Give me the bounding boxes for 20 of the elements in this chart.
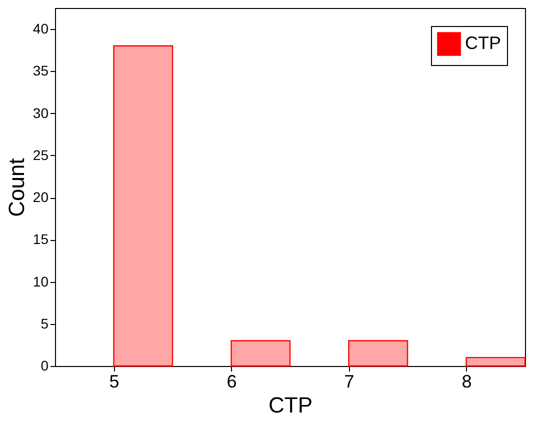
y-tick-label: 5 [40, 315, 49, 332]
y-tick-label: 20 [32, 189, 49, 206]
y-axis-title: Count [4, 158, 29, 217]
y-tick-label: 0 [40, 358, 49, 374]
y-tick-label: 10 [32, 273, 49, 290]
legend-label: CTP [465, 33, 501, 53]
y-tick-label: 15 [32, 231, 49, 248]
y-tick-label: 40 [32, 20, 49, 37]
bar [230, 340, 291, 367]
bar [466, 356, 526, 367]
x-tick-label: 7 [344, 372, 354, 392]
x-tick-label: 8 [462, 372, 472, 392]
bar [113, 45, 174, 367]
y-tick-label: 25 [32, 146, 49, 163]
y-tick-label: 30 [32, 104, 49, 121]
bar [348, 340, 408, 367]
x-tick-label: 6 [226, 372, 237, 392]
x-tick-label: 5 [109, 372, 120, 392]
y-tick-label: 35 [32, 62, 49, 79]
x-axis-title: CTP [268, 392, 312, 418]
